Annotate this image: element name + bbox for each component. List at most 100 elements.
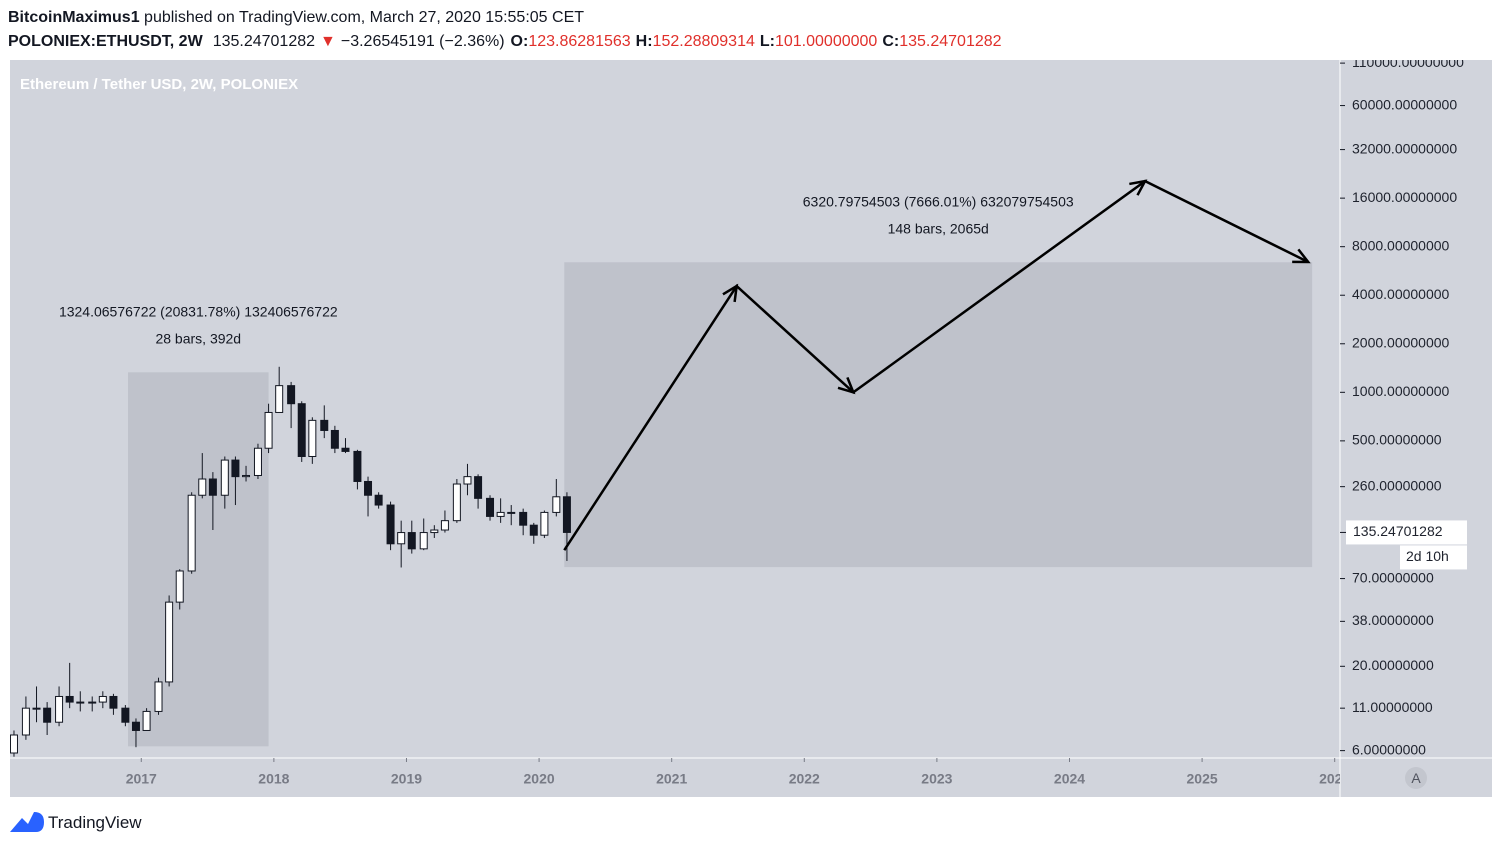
x-tick-group: 2024	[1054, 758, 1085, 787]
tradingview-logo[interactable]: TradingView	[10, 812, 142, 832]
candle-body	[55, 695, 64, 723]
x-tick-group: 2019	[391, 758, 422, 787]
arrow-head	[1292, 248, 1311, 264]
candle-body	[529, 524, 538, 536]
ohlc-label: L:	[760, 33, 775, 50]
y-tick-label: 38.00000000	[1352, 612, 1434, 628]
candle-body	[341, 447, 350, 452]
candle-body	[154, 681, 163, 712]
last-price: 135.24701282	[213, 33, 315, 50]
y-tick-label: 6.00000000	[1352, 741, 1426, 757]
x-tick-group: 2025	[1187, 758, 1218, 787]
y-tick-label: 110000.00000000	[1352, 54, 1464, 70]
arrow-head	[1129, 179, 1148, 196]
x-tick-label: 2017	[126, 771, 157, 787]
auto-scale-button[interactable]	[1405, 767, 1427, 789]
candle-body	[474, 476, 483, 499]
candle-body	[386, 504, 395, 545]
y-tick-label: 2000.00000000	[1352, 334, 1450, 350]
x-tick-label: 2020	[524, 771, 555, 787]
candle-body	[21, 707, 30, 736]
candle-body	[353, 450, 362, 482]
arrow-head	[722, 283, 739, 303]
ohlc-label: C:	[882, 33, 899, 50]
price-range	[564, 262, 1313, 568]
x-tick-group: 2023	[921, 758, 953, 787]
candle-body	[88, 701, 97, 704]
candle-body	[330, 429, 339, 449]
candle-body	[540, 511, 549, 536]
candle-body	[208, 478, 217, 496]
symbol: POLONIEX:ETHUSDT, 2W	[8, 33, 204, 50]
candle-body	[131, 721, 140, 731]
candle-body	[320, 419, 329, 431]
candle-body	[452, 483, 461, 522]
y-axis: 6.00000000 11.00000000 20.00000000 38.00000…	[1340, 54, 1467, 757]
candle-body	[287, 385, 296, 405]
range-sublabel: 148 bars, 2065d	[888, 220, 989, 236]
logo-icon[interactable]	[10, 812, 44, 832]
publisher[interactable]: BitcoinMaximus1	[8, 9, 140, 26]
x-tick-group: 2017	[126, 758, 157, 787]
last-price-box	[1346, 520, 1467, 545]
chart-background	[10, 60, 1492, 797]
change: −3.26545191 (−2.36%)	[341, 33, 505, 50]
candle-body	[486, 497, 495, 517]
candle-body	[231, 459, 240, 478]
candle-body	[165, 601, 174, 683]
candle-body	[10, 734, 18, 754]
range-label: 6320.79754503 (7666.01%) 632079754503	[803, 193, 1074, 209]
x-tick-label: 2018	[258, 771, 289, 787]
candle-body	[374, 494, 383, 506]
y-tick-label: 4000.00000000	[1352, 286, 1450, 302]
candle-body	[552, 496, 561, 513]
x-tick-group: 2022	[789, 758, 820, 787]
header-line-1: BitcoinMaximus1 published on TradingView…	[8, 9, 584, 26]
candle-body	[297, 403, 306, 457]
published-text: published on TradingView.com, March 27, …	[140, 9, 585, 26]
header-line-2: POLONIEX:ETHUSDT, 2W 135.24701282 ▼ −3.2654…	[8, 33, 1002, 50]
candle-body	[275, 385, 284, 413]
y-tick-label: 11.00000000	[1352, 699, 1433, 715]
candle-body	[519, 511, 528, 526]
x-tick-label: 2021	[656, 771, 687, 787]
y-tick-label: 1000.00000000	[1352, 383, 1450, 399]
y-tick-label: 8000.00000000	[1352, 237, 1450, 253]
ohlc-value: 135.24701282	[899, 33, 1001, 50]
x-tick-label: 2026	[1319, 771, 1350, 787]
y-tick-label: 500.00000000	[1352, 432, 1442, 448]
candle-body	[407, 532, 416, 550]
auto-scale-label[interactable]: A	[1411, 770, 1421, 786]
x-axis: 2017 2018 2019 2020 2021 2022 2023 2024 2025 2026	[126, 758, 1350, 787]
ohlc-value: 123.86281563	[528, 33, 630, 50]
range-label: 1324.06576722 (20831.78%) 132406576722	[59, 303, 338, 319]
candle-body	[397, 532, 406, 545]
countdown-box	[1400, 545, 1467, 570]
price-range	[128, 372, 269, 747]
plot-area: 1324.06576722 (20831.78%) 132406576722 28…	[10, 179, 1313, 757]
candle-body	[109, 695, 118, 709]
y-tick-label: 32000.00000000	[1352, 140, 1457, 156]
candle-body	[430, 529, 439, 534]
candle-body	[98, 695, 107, 703]
candle-body	[242, 474, 251, 478]
y-tick-label: 70.00000000	[1352, 569, 1434, 585]
candle-body	[440, 520, 449, 531]
candle-body	[65, 695, 74, 703]
ohlc-value: 101.00000000	[775, 33, 877, 50]
x-tick-label: 2022	[789, 771, 820, 787]
candle-body	[76, 701, 85, 704]
x-tick-label: 2023	[921, 771, 952, 787]
candle-body	[220, 459, 229, 496]
brand[interactable]: TradingView	[48, 813, 142, 832]
candle-body	[142, 710, 151, 731]
candle-body	[187, 494, 196, 572]
y-tick-label: 60000.00000000	[1352, 96, 1457, 112]
x-tick-group: 2018	[258, 758, 290, 787]
y-tick-label: 16000.00000000	[1352, 189, 1457, 205]
candle-body	[264, 411, 273, 449]
chart-title: Ethereum / Tether USD, 2W, POLONIEX	[20, 76, 298, 93]
arrow-head	[837, 377, 856, 395]
candle-body	[364, 480, 373, 496]
